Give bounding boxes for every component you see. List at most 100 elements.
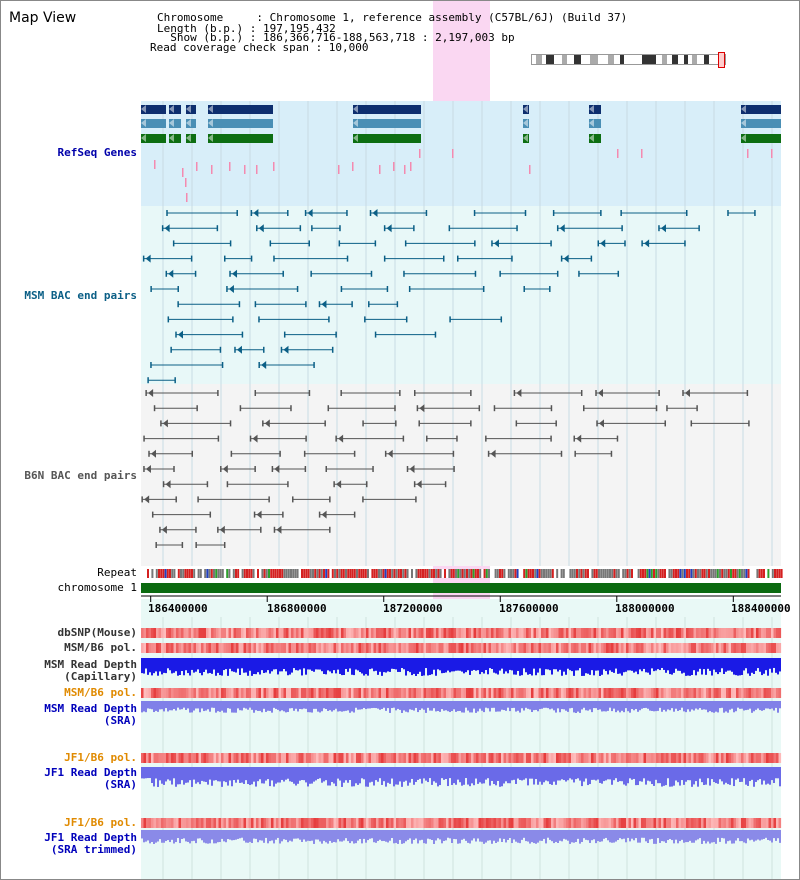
read-depth-bar: [705, 658, 707, 675]
read-depth-bar: [627, 701, 629, 712]
read-depth-bar: [659, 701, 661, 708]
read-depth-bar: [381, 830, 383, 842]
read-depth-bar: [349, 767, 351, 780]
read-depth-bar: [225, 767, 227, 783]
read-depth-bar: [551, 658, 553, 675]
repeat-mark: [776, 569, 779, 578]
read-depth-bar: [325, 701, 327, 710]
read-depth-bar: [775, 767, 777, 779]
repeat-mark: [778, 569, 781, 578]
read-depth-bar: [739, 701, 741, 709]
read-depth-bar: [319, 658, 321, 670]
polymorphism-cell: [596, 753, 599, 763]
read-depth-bar: [411, 830, 413, 844]
read-depth-bar: [467, 830, 469, 843]
read-depth-bar: [637, 701, 639, 712]
read-depth-bar: [311, 701, 313, 713]
polymorphism-cell: [191, 688, 194, 698]
polymorphism-cell: [428, 628, 432, 638]
read-depth-bar: [719, 658, 721, 673]
read-depth-bar: [421, 767, 423, 784]
polymorphism-cell: [648, 628, 652, 638]
polymorphism-cell: [213, 643, 217, 653]
polymorphism-cell: [228, 753, 232, 763]
read-depth-bar: [631, 658, 633, 671]
read-depth-bar: [707, 701, 709, 713]
repeat-mark: [419, 569, 422, 578]
polymorphism-cell: [533, 688, 537, 698]
read-depth-bar: [723, 830, 725, 839]
read-depth-bar: [385, 830, 387, 842]
read-depth-bar: [717, 767, 719, 784]
polymorphism-cell: [586, 628, 589, 638]
polymorphism-cell: [143, 818, 147, 828]
polymorphism-cell: [433, 643, 437, 653]
refseq-mark: [379, 165, 381, 174]
polymorphism-cell: [363, 643, 367, 653]
polymorphism-cell: [343, 628, 347, 638]
read-depth-bar: [303, 830, 305, 840]
polymorphism-cell: [413, 628, 417, 638]
polymorphism-cell: [453, 818, 457, 828]
polymorphism-cell: [531, 753, 534, 763]
polymorphism-cell: [233, 818, 237, 828]
read-depth-bar: [291, 830, 293, 842]
read-depth-bar: [271, 658, 273, 672]
read-depth-bar: [529, 767, 531, 779]
repeat-mark: [274, 569, 277, 578]
read-depth-bar: [729, 767, 731, 785]
repeat-mark: [281, 569, 284, 578]
polymorphism-cell: [543, 643, 547, 653]
repeat-mark: [239, 569, 242, 578]
polymorphism-cell: [328, 688, 332, 698]
polymorphism-cell: [726, 688, 729, 698]
repeat-mark: [780, 569, 783, 578]
polymorphism-cell: [218, 818, 222, 828]
repeat-mark: [477, 569, 479, 578]
read-depth-bar: [315, 658, 317, 670]
read-depth-bar: [235, 767, 237, 783]
chromosome-ideogram-icon[interactable]: [531, 52, 726, 68]
read-depth-bar: [521, 830, 523, 840]
read-depth-bar: [403, 767, 405, 782]
repeat-mark: [688, 569, 691, 578]
polymorphism-cell: [693, 688, 697, 698]
repeat-mark: [708, 569, 710, 578]
polymorphism-cell: [536, 628, 539, 638]
repeat-mark: [595, 569, 598, 578]
read-depth-bar: [455, 658, 457, 671]
read-depth-bar: [153, 701, 155, 713]
polymorphism-cell: [501, 818, 504, 828]
read-depth-bar: [359, 830, 361, 839]
read-depth-bar: [609, 830, 611, 843]
polymorphism-cell: [466, 818, 469, 828]
polymorphism-cell: [163, 688, 167, 698]
polymorphism-cell: [236, 688, 239, 698]
polymorphism-cell: [596, 688, 599, 698]
read-depth-bar: [415, 830, 417, 839]
read-depth-bar: [577, 830, 579, 839]
read-depth-bar: [243, 701, 245, 708]
read-depth-bar: [225, 701, 227, 713]
read-depth-bar: [691, 701, 693, 710]
polymorphism-cell: [296, 753, 299, 763]
read-depth-bar: [451, 658, 453, 672]
polymorphism-cell: [378, 643, 382, 653]
read-depth-bar: [171, 658, 173, 674]
polymorphism-cell: [578, 753, 582, 763]
read-depth-bar: [767, 658, 769, 676]
refseq-mark: [747, 149, 749, 158]
polymorphism-cell: [633, 818, 637, 828]
read-depth-bar: [547, 658, 549, 670]
polymorphism-cell: [626, 818, 629, 828]
polymorphism-cell: [673, 688, 677, 698]
read-depth-bar: [363, 701, 365, 708]
polymorphism-cell: [636, 818, 639, 828]
read-depth-bar: [395, 830, 397, 843]
polymorphism-cell: [733, 753, 737, 763]
polymorphism-cell: [746, 643, 749, 653]
read-depth-bar: [275, 767, 277, 784]
repeat-mark: [149, 569, 152, 578]
polymorphism-cell: [583, 688, 587, 698]
